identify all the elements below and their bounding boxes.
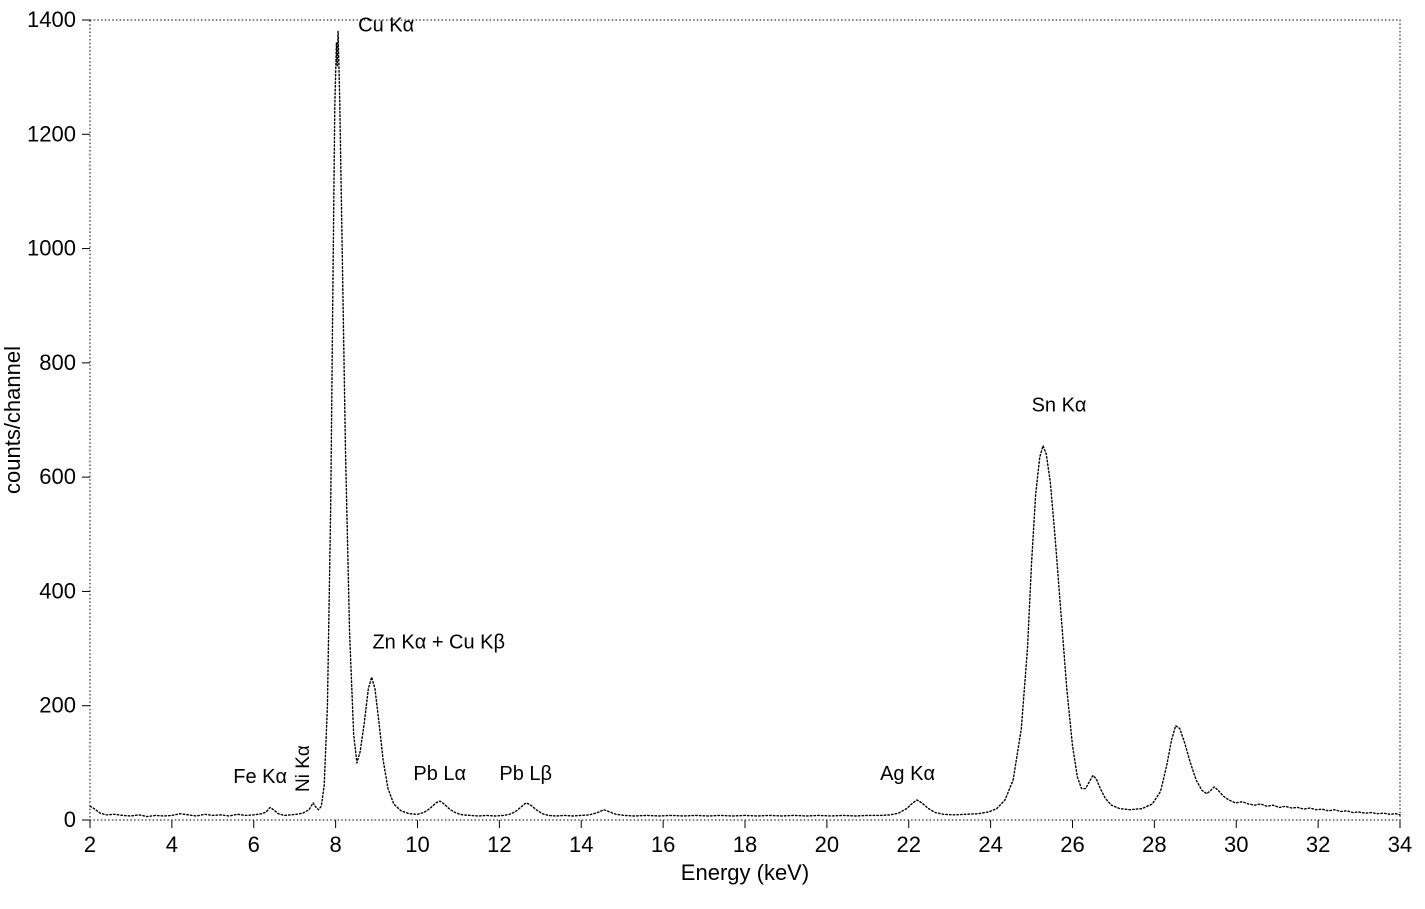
- x-tick-label: 34: [1388, 832, 1412, 857]
- spectrum-line: [90, 31, 1400, 816]
- x-tick-label: 18: [733, 832, 757, 857]
- y-tick-label: 1400: [27, 7, 76, 32]
- y-tick-label: 1200: [27, 121, 76, 146]
- x-tick-label: 12: [487, 832, 511, 857]
- x-tick-label: 24: [978, 832, 1002, 857]
- x-axis-ticks: 246810121416182022242628303234: [84, 820, 1412, 857]
- peak-label: Pb Lβ: [499, 763, 552, 785]
- y-tick-label: 400: [39, 578, 76, 603]
- x-tick-label: 2: [84, 832, 96, 857]
- x-tick-label: 20: [815, 832, 839, 857]
- x-tick-label: 16: [651, 832, 675, 857]
- x-tick-label: 32: [1306, 832, 1330, 857]
- y-tick-label: 600: [39, 464, 76, 489]
- x-tick-label: 4: [166, 832, 178, 857]
- y-tick-label: 200: [39, 693, 76, 718]
- xrf-spectrum-chart: 246810121416182022242628303234 020040060…: [0, 0, 1425, 909]
- chart-svg: 246810121416182022242628303234 020040060…: [0, 0, 1425, 909]
- x-tick-label: 14: [569, 832, 593, 857]
- x-tick-label: 30: [1224, 832, 1248, 857]
- y-axis-label: counts/channel: [0, 346, 25, 494]
- peak-label: Fe Kα: [233, 766, 287, 788]
- peak-label: Zn Kα + Cu Kβ: [372, 632, 505, 654]
- plot-border: [90, 20, 1400, 820]
- peak-label: Ag Kα: [880, 763, 935, 785]
- peak-label: Ni Kα: [293, 745, 314, 792]
- y-tick-label: 1000: [27, 236, 76, 261]
- peak-label: Pb Lα: [413, 763, 466, 785]
- x-tick-label: 10: [405, 832, 429, 857]
- x-tick-label: 26: [1060, 832, 1084, 857]
- x-tick-label: 8: [330, 832, 342, 857]
- x-tick-label: 22: [897, 832, 921, 857]
- y-tick-label: 800: [39, 350, 76, 375]
- peak-label: Sn Kα: [1032, 394, 1087, 416]
- x-tick-label: 6: [248, 832, 260, 857]
- y-axis-ticks: 0 200 400 600 800 1000 1200 1400: [27, 7, 90, 832]
- x-tick-label: 28: [1142, 832, 1166, 857]
- peak-labels: Fe Kα Ni Kα Cu Kα Zn Kα + Cu Kβ Pb Lα Pb Lβ Ag…: [233, 14, 1086, 792]
- peak-label: Cu Kα: [358, 14, 414, 36]
- x-axis-label: Energy (keV): [681, 860, 809, 885]
- y-tick-label: 0: [64, 807, 76, 832]
